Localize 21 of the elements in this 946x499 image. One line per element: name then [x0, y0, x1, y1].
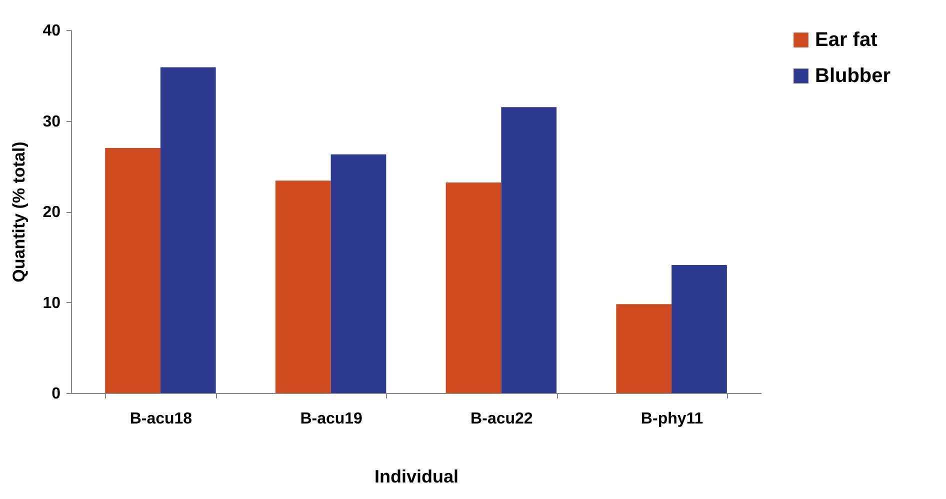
x-tick-label: B-acu18 — [130, 410, 192, 428]
x-tick-label: B-acu22 — [470, 410, 533, 428]
x-tick-label: B-phy11 — [640, 410, 704, 428]
y-tick-label: 0 — [52, 386, 61, 402]
legend-label: Ear fat — [815, 29, 878, 51]
y-tick-label: 10 — [42, 294, 61, 312]
x-axis-title: Individual — [374, 466, 459, 486]
bar — [446, 182, 502, 393]
bar — [330, 154, 386, 393]
legend-label: Blubber — [815, 65, 891, 87]
y-tick-label: 40 — [42, 22, 61, 40]
y-tick-label: 20 — [42, 204, 61, 221]
bar — [616, 304, 672, 393]
bar — [275, 180, 331, 393]
x-tick-label: B-acu19 — [300, 410, 363, 428]
bar — [160, 67, 216, 393]
bar — [672, 265, 727, 393]
bar — [501, 107, 557, 393]
y-tick-label: 30 — [42, 113, 61, 130]
bar — [105, 148, 160, 393]
y-axis-title: Quantity (% total) — [10, 142, 29, 282]
